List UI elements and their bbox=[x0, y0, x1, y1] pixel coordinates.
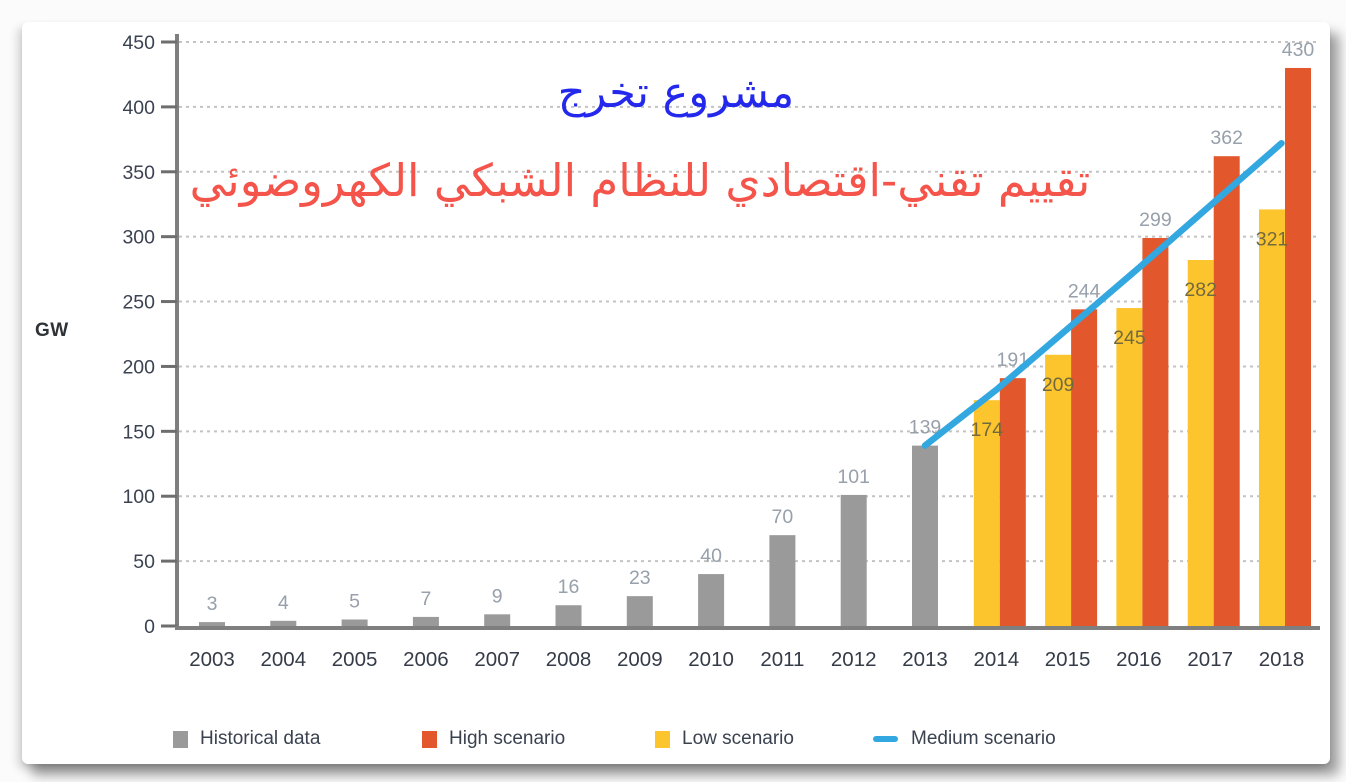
y-tick-label-50: 50 bbox=[133, 551, 155, 573]
x-tick-label-2011: 2011 bbox=[760, 648, 804, 671]
value-label-high-2015: 244 bbox=[1068, 280, 1101, 302]
value-label-high-2018: 430 bbox=[1282, 39, 1315, 61]
value-label-low-2016: 245 bbox=[1113, 327, 1146, 349]
value-label-historical-2007: 9 bbox=[492, 585, 503, 607]
bar-historical-2009 bbox=[626, 596, 653, 626]
x-tick-label-2017: 2017 bbox=[1187, 648, 1233, 671]
y-axis-unit-label: GW bbox=[35, 320, 69, 341]
legend-item-historical-data: Historical data bbox=[173, 726, 320, 752]
bar-low-2017 bbox=[1187, 260, 1214, 626]
capacity-chart-canvas: 0 50 100 150 200 250 300 350 400 450 2003 2004 2005 2… bbox=[122, 32, 1320, 671]
overlay-title-subtitle: تقييم تقني-اقتصادي للنظام الشبكي الكهروض… bbox=[189, 154, 1091, 207]
value-label-historical-2006: 7 bbox=[420, 588, 431, 610]
x-tick-label-2018: 2018 bbox=[1259, 648, 1305, 671]
y-tick-label-350: 350 bbox=[122, 162, 155, 184]
y-axis-tick-300 bbox=[161, 235, 177, 239]
x-tick-label-2004: 2004 bbox=[260, 648, 306, 671]
y-axis-tick-150 bbox=[161, 429, 177, 433]
x-tick-label-2016: 2016 bbox=[1116, 648, 1162, 671]
x-tick-label-2013: 2013 bbox=[902, 648, 948, 671]
bar-historical-2008 bbox=[555, 605, 582, 626]
y-axis-tick-450 bbox=[161, 40, 177, 44]
bar-high-2017 bbox=[1213, 156, 1240, 626]
x-tick-label-2010: 2010 bbox=[688, 648, 734, 671]
value-label-low-2018: 321 bbox=[1256, 228, 1289, 250]
value-label-high-2016: 299 bbox=[1139, 209, 1172, 231]
y-tick-label-250: 250 bbox=[122, 292, 155, 314]
value-label-historical-2009: 23 bbox=[629, 567, 651, 589]
x-tick-label-2015: 2015 bbox=[1045, 648, 1091, 671]
low-scenario-swatch-icon bbox=[655, 730, 670, 748]
bar-historical-2005 bbox=[341, 619, 368, 626]
value-label-historical-2004: 4 bbox=[278, 592, 289, 614]
x-axis-line bbox=[175, 626, 1320, 630]
y-axis-tick-0 bbox=[161, 624, 177, 628]
bar-historical-2012 bbox=[840, 494, 867, 626]
legend-label-medium-scenario: Medium scenario bbox=[911, 728, 1056, 749]
y-tick-label-300: 300 bbox=[122, 227, 155, 249]
historical-data-swatch-icon bbox=[173, 730, 188, 748]
value-label-historical-2011: 70 bbox=[772, 506, 794, 528]
value-label-historical-2005: 5 bbox=[349, 591, 360, 613]
x-tick-label-2009: 2009 bbox=[617, 648, 663, 671]
legend-label-low-scenario: Low scenario bbox=[682, 728, 794, 749]
legend-item-medium-scenario: Medium scenario bbox=[873, 726, 1056, 752]
chart-card: 0 50 100 150 200 250 300 350 400 450 2003 2004 2005 2… bbox=[22, 22, 1330, 764]
high-scenario-swatch-icon bbox=[422, 730, 437, 748]
x-tick-label-2007: 2007 bbox=[474, 648, 520, 671]
y-axis-tick-200 bbox=[161, 364, 177, 368]
x-tick-label-2006: 2006 bbox=[403, 648, 449, 671]
bar-historical-2011 bbox=[769, 535, 796, 626]
x-tick-label-2008: 2008 bbox=[546, 648, 592, 671]
value-label-low-2015: 209 bbox=[1042, 374, 1075, 396]
value-label-historical-2010: 40 bbox=[700, 545, 722, 567]
legend-item-high-scenario: High scenario bbox=[422, 726, 565, 752]
bar-high-2015 bbox=[1071, 309, 1098, 626]
y-tick-label-200: 200 bbox=[122, 356, 155, 378]
value-label-high-2017: 362 bbox=[1210, 127, 1243, 149]
value-label-historical-2003: 3 bbox=[207, 593, 218, 615]
y-axis-tick-400 bbox=[161, 105, 177, 109]
bar-low-2015 bbox=[1045, 354, 1072, 626]
x-tick-label-2014: 2014 bbox=[973, 648, 1019, 671]
y-axis-tick-100 bbox=[161, 494, 177, 498]
medium-scenario-line-icon bbox=[873, 736, 898, 742]
y-axis-line bbox=[175, 34, 179, 628]
legend-item-low-scenario: Low scenario bbox=[655, 726, 794, 752]
value-label-historical-2012: 101 bbox=[837, 466, 870, 488]
legend-label-high-scenario: High scenario bbox=[449, 728, 566, 749]
value-label-historical-2013: 139 bbox=[909, 417, 942, 439]
legend-label-historical-data: Historical data bbox=[200, 728, 321, 749]
bar-historical-2006 bbox=[412, 616, 439, 626]
y-tick-label-150: 150 bbox=[122, 421, 155, 443]
y-tick-label-100: 100 bbox=[122, 486, 155, 508]
y-axis-tick-50 bbox=[161, 559, 177, 563]
bar-high-2016 bbox=[1142, 237, 1169, 626]
bar-low-2018 bbox=[1259, 209, 1285, 626]
x-tick-label-2005: 2005 bbox=[332, 648, 378, 671]
y-axis-tick-350 bbox=[161, 170, 177, 174]
bar-low-2016 bbox=[1116, 308, 1143, 626]
value-label-historical-2008: 16 bbox=[558, 576, 580, 598]
x-tick-label-2003: 2003 bbox=[189, 648, 235, 671]
bar-high-2018 bbox=[1285, 67, 1311, 626]
bar-low-2014 bbox=[973, 400, 1000, 626]
chart-legend: Historical data High scenario Low scenar… bbox=[22, 726, 1330, 752]
y-tick-label-450: 450 bbox=[122, 32, 155, 54]
bar-historical-2007 bbox=[484, 614, 511, 626]
bar-historical-2003 bbox=[199, 622, 225, 626]
value-label-low-2014: 174 bbox=[971, 419, 1004, 441]
y-tick-label-0: 0 bbox=[144, 616, 155, 638]
overlay-title-project: مشروع تخرج bbox=[557, 68, 795, 118]
bar-high-2014 bbox=[999, 378, 1026, 626]
x-tick-label-2012: 2012 bbox=[831, 648, 877, 671]
bar-historical-2010 bbox=[698, 574, 725, 626]
bar-historical-2013 bbox=[912, 445, 938, 626]
bar-historical-2004 bbox=[270, 620, 297, 626]
value-label-low-2017: 282 bbox=[1184, 279, 1217, 301]
y-tick-label-400: 400 bbox=[122, 97, 155, 119]
medium-scenario-line bbox=[921, 139, 1285, 449]
y-axis-tick-250 bbox=[161, 300, 177, 304]
